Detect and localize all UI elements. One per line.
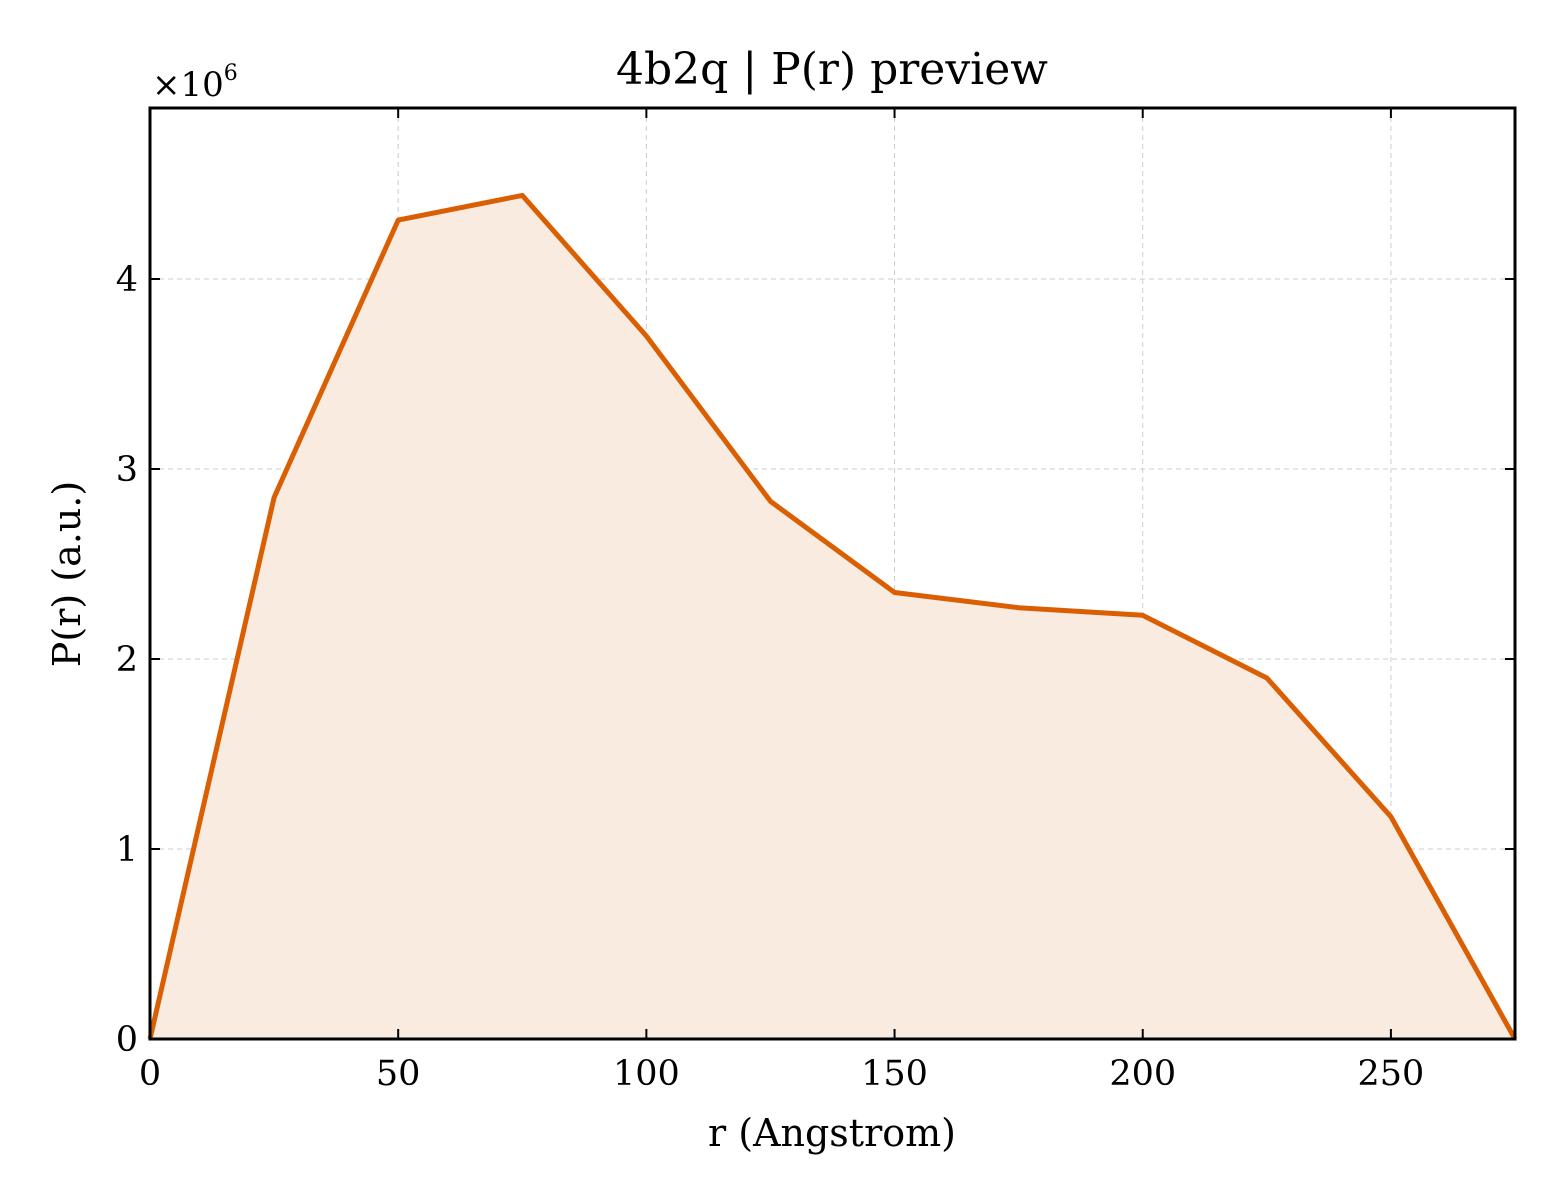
y-multiplier: ×106 [152, 61, 238, 105]
series-line [147, 192, 1518, 1041]
x-tick-label: 200 [1109, 1054, 1176, 1094]
y-tick-label: 4 [116, 260, 138, 300]
x-tick-label: 250 [1358, 1054, 1425, 1094]
x-tick-label: 100 [613, 1054, 680, 1094]
series-area-fill [150, 195, 1515, 1039]
y-multiplier-exponent: 6 [224, 61, 238, 86]
x-tick-label: 150 [861, 1054, 928, 1094]
y-tick-label: 1 [116, 830, 138, 870]
y-multiplier-base: ×10 [152, 65, 224, 105]
axes-frame [148, 106, 1517, 1041]
x-axis-label: r (Angstrom) [708, 1111, 956, 1155]
y-tick-label: 0 [116, 1020, 138, 1060]
chart-title: 4b2q | P(r) preview [616, 44, 1048, 95]
x-tick-label: 0 [139, 1054, 161, 1094]
tick-labels: 0 50 100 150 200 250 0 1 2 3 4 [116, 260, 1425, 1094]
y-axis-label: P(r) (a.u.) [45, 481, 89, 667]
y-tick-label: 3 [116, 450, 138, 490]
x-tick-label: 50 [376, 1054, 421, 1094]
plot-area [147, 192, 1518, 1041]
y-tick-label: 2 [116, 640, 138, 680]
